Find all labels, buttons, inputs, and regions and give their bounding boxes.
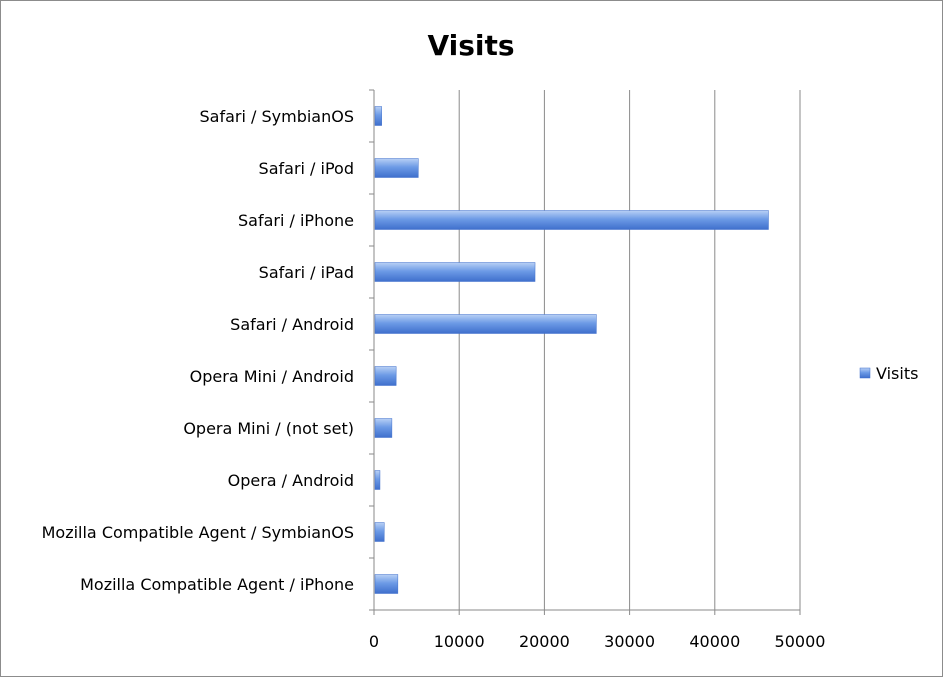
category-label: Safari / iPad <box>259 263 354 282</box>
legend-swatch <box>859 367 871 379</box>
x-tick-label: 10000 <box>434 632 485 651</box>
bars <box>374 106 769 594</box>
bar <box>374 314 597 334</box>
bar <box>374 470 381 490</box>
legend: Visits <box>859 364 918 383</box>
bar <box>374 418 393 438</box>
bar <box>374 262 536 282</box>
category-label: Safari / iPhone <box>238 211 354 230</box>
category-label: Mozilla Compatible Agent / iPhone <box>80 575 354 594</box>
bar <box>374 158 419 178</box>
bar <box>374 106 382 126</box>
category-label: Opera Mini / (not set) <box>183 419 354 438</box>
category-label: Safari / iPod <box>259 159 354 178</box>
x-tick-label: 40000 <box>689 632 740 651</box>
gridlines <box>458 90 801 610</box>
category-label: Safari / SymbianOS <box>200 107 355 126</box>
category-labels: Safari / SymbianOS Safari / iPod Safari / … <box>42 107 354 594</box>
bar <box>374 210 769 230</box>
bar <box>374 366 397 386</box>
category-label: Safari / Android <box>230 315 354 334</box>
axes <box>369 89 801 615</box>
category-label: Opera / Android <box>228 471 354 490</box>
x-tick-label: 30000 <box>604 632 655 651</box>
category-label: Mozilla Compatible Agent / SymbianOS <box>42 523 354 542</box>
x-tick-label: 0 <box>369 632 379 651</box>
category-label: Opera Mini / Android <box>190 367 354 386</box>
bar <box>374 522 385 542</box>
legend-label: Visits <box>876 364 918 383</box>
x-tick-labels: 0 10000 20000 30000 40000 50000 <box>369 632 826 651</box>
chart-title: Visits <box>427 29 514 62</box>
x-tick-label: 20000 <box>519 632 570 651</box>
x-tick-label: 50000 <box>775 632 826 651</box>
bar <box>374 574 399 594</box>
